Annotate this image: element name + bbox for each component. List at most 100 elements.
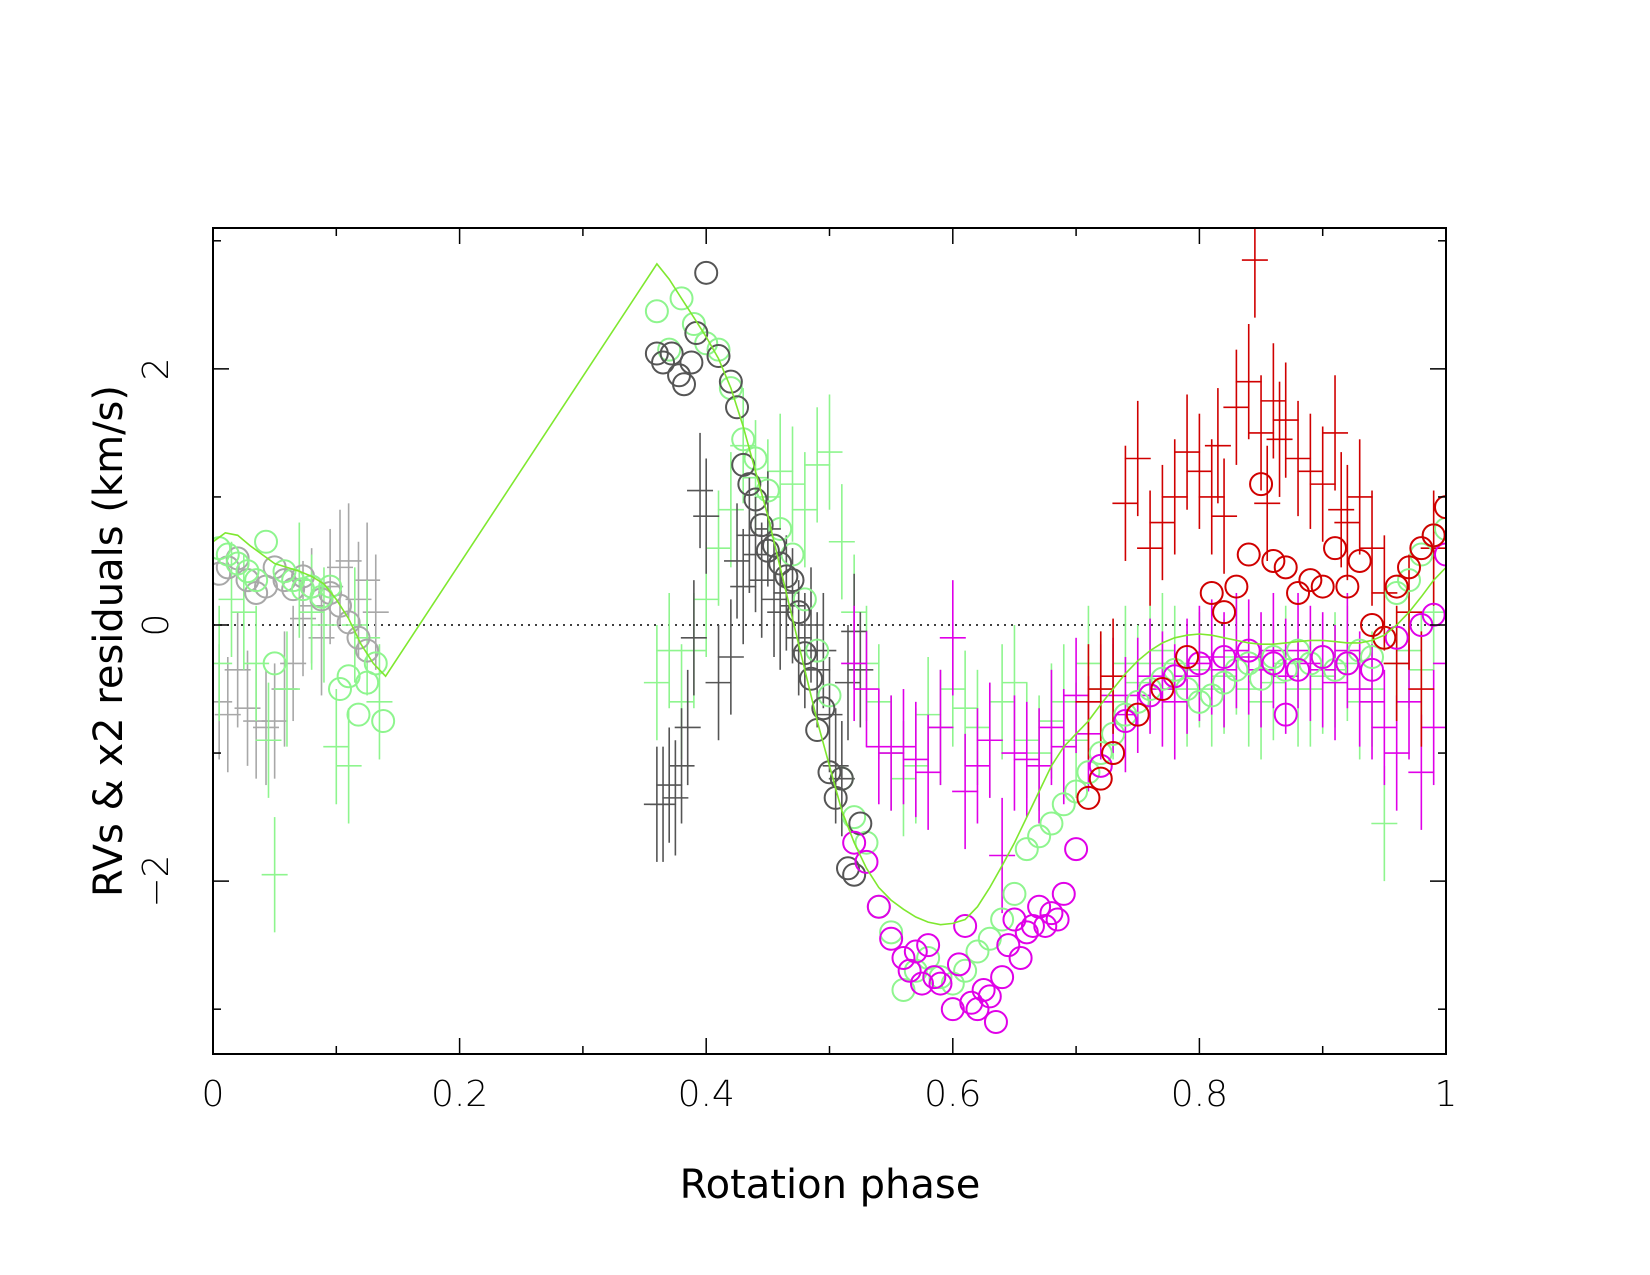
errorbar-point xyxy=(976,682,1003,798)
data-point-circle xyxy=(1360,612,1385,637)
data-point-circle xyxy=(1409,542,1434,567)
data-point-circle xyxy=(817,683,842,708)
data-point-circle xyxy=(959,990,984,1015)
data-point-circle xyxy=(829,766,854,791)
errorbar-point xyxy=(1204,388,1231,504)
errorbar-point xyxy=(366,644,393,760)
errorbar-point xyxy=(1309,426,1336,542)
data-point-circle xyxy=(1323,536,1348,561)
data-point-circle xyxy=(1162,664,1187,689)
data-point-circle xyxy=(879,920,904,945)
errorbar-point xyxy=(674,669,701,786)
errorbar-point xyxy=(1087,631,1114,747)
data-point-circle xyxy=(1434,542,1446,567)
data-point-circle xyxy=(996,933,1021,958)
data-point-circle xyxy=(1224,574,1249,599)
errorbar-point xyxy=(255,682,282,798)
errorbar-point xyxy=(1075,644,1102,760)
errorbar-point xyxy=(1149,464,1176,581)
errorbar-point xyxy=(1371,535,1398,651)
data-point-circle xyxy=(355,638,380,663)
errorbar-point xyxy=(964,708,991,824)
y-tick-label: 2 xyxy=(136,357,177,380)
errorbar-point xyxy=(1198,439,1225,555)
data-point-circle xyxy=(706,344,731,369)
errorbar-point xyxy=(1346,631,1373,747)
errorbar-point xyxy=(1285,400,1312,517)
errorbar-point xyxy=(1038,669,1065,786)
data-point-circle xyxy=(1384,574,1409,599)
data-point-circle xyxy=(1236,638,1261,663)
data-point-circle xyxy=(1360,657,1385,682)
data-point-circle xyxy=(916,933,941,958)
errorbar-point xyxy=(767,413,794,529)
errorbar-point xyxy=(1309,612,1336,728)
data-point-circle xyxy=(1088,753,1113,778)
errorbar-point xyxy=(218,541,245,658)
errorbar-point xyxy=(273,631,300,747)
data-point-circle xyxy=(990,907,1015,932)
data-point-circle xyxy=(1249,472,1274,497)
errorbar-point xyxy=(1174,618,1201,734)
data-point-circle xyxy=(657,337,682,362)
data-point-circle xyxy=(644,299,669,324)
data-point-circle xyxy=(940,997,965,1022)
data-point-circle xyxy=(1286,638,1311,663)
data-point-circle xyxy=(953,913,978,938)
data-point-circle xyxy=(1236,542,1261,567)
errorbar-point xyxy=(1241,228,1268,318)
data-point-circle xyxy=(1261,651,1286,676)
plot-content xyxy=(213,228,1446,1034)
data-point-circle xyxy=(1014,837,1039,862)
errorbar-point xyxy=(1198,599,1225,715)
data-point-circle xyxy=(835,856,860,881)
data-point-circle xyxy=(651,350,676,375)
errorbar-point xyxy=(1408,631,1435,747)
data-point-circle xyxy=(928,965,953,990)
data-point-circle xyxy=(1014,920,1039,945)
errorbar-point xyxy=(927,669,954,786)
data-point-circle xyxy=(1360,645,1385,670)
data-point-circle xyxy=(1138,683,1163,708)
errorbar-point xyxy=(1248,375,1275,491)
errorbar-point xyxy=(841,605,868,722)
data-point-circle xyxy=(672,372,697,397)
data-point-circle xyxy=(1125,689,1150,714)
data-point-circle xyxy=(1323,657,1348,682)
data-point-circle xyxy=(854,849,879,874)
data-point-circle xyxy=(1101,741,1126,766)
errorbar-point xyxy=(687,432,714,549)
data-point-circle xyxy=(990,965,1015,990)
data-point-circle xyxy=(922,965,947,990)
errorbar-point xyxy=(656,592,683,709)
data-point-circle xyxy=(1175,677,1200,702)
data-point-circle xyxy=(928,971,953,996)
data-point-circle xyxy=(1212,645,1237,670)
errorbar-point xyxy=(1112,445,1139,561)
data-point-circle xyxy=(1384,625,1409,650)
errorbar-point xyxy=(662,740,689,856)
errorbar-point xyxy=(1211,458,1238,574)
data-point-circle xyxy=(1347,548,1372,573)
data-point-circle xyxy=(1113,702,1138,727)
data-point-circle xyxy=(842,830,867,855)
data-point-circle xyxy=(1002,907,1027,932)
data-point-circle xyxy=(1273,702,1298,727)
data-point-circle xyxy=(768,516,793,541)
data-point-circle xyxy=(363,651,388,676)
data-point-circle xyxy=(879,926,904,951)
data-point-circle xyxy=(318,574,343,599)
model-curve xyxy=(213,262,1446,926)
data-point-circle xyxy=(977,926,1002,951)
data-point-circle xyxy=(1002,881,1027,906)
errorbar-point xyxy=(1254,445,1281,561)
errorbar-point xyxy=(754,471,781,587)
errorbar-point xyxy=(717,452,744,568)
data-point-circle xyxy=(762,533,787,558)
data-point-circle xyxy=(842,862,867,887)
errorbar-point xyxy=(1334,464,1361,581)
errorbar-point xyxy=(717,599,744,715)
data-point-circle xyxy=(842,805,867,830)
errorbar-point xyxy=(785,580,812,696)
